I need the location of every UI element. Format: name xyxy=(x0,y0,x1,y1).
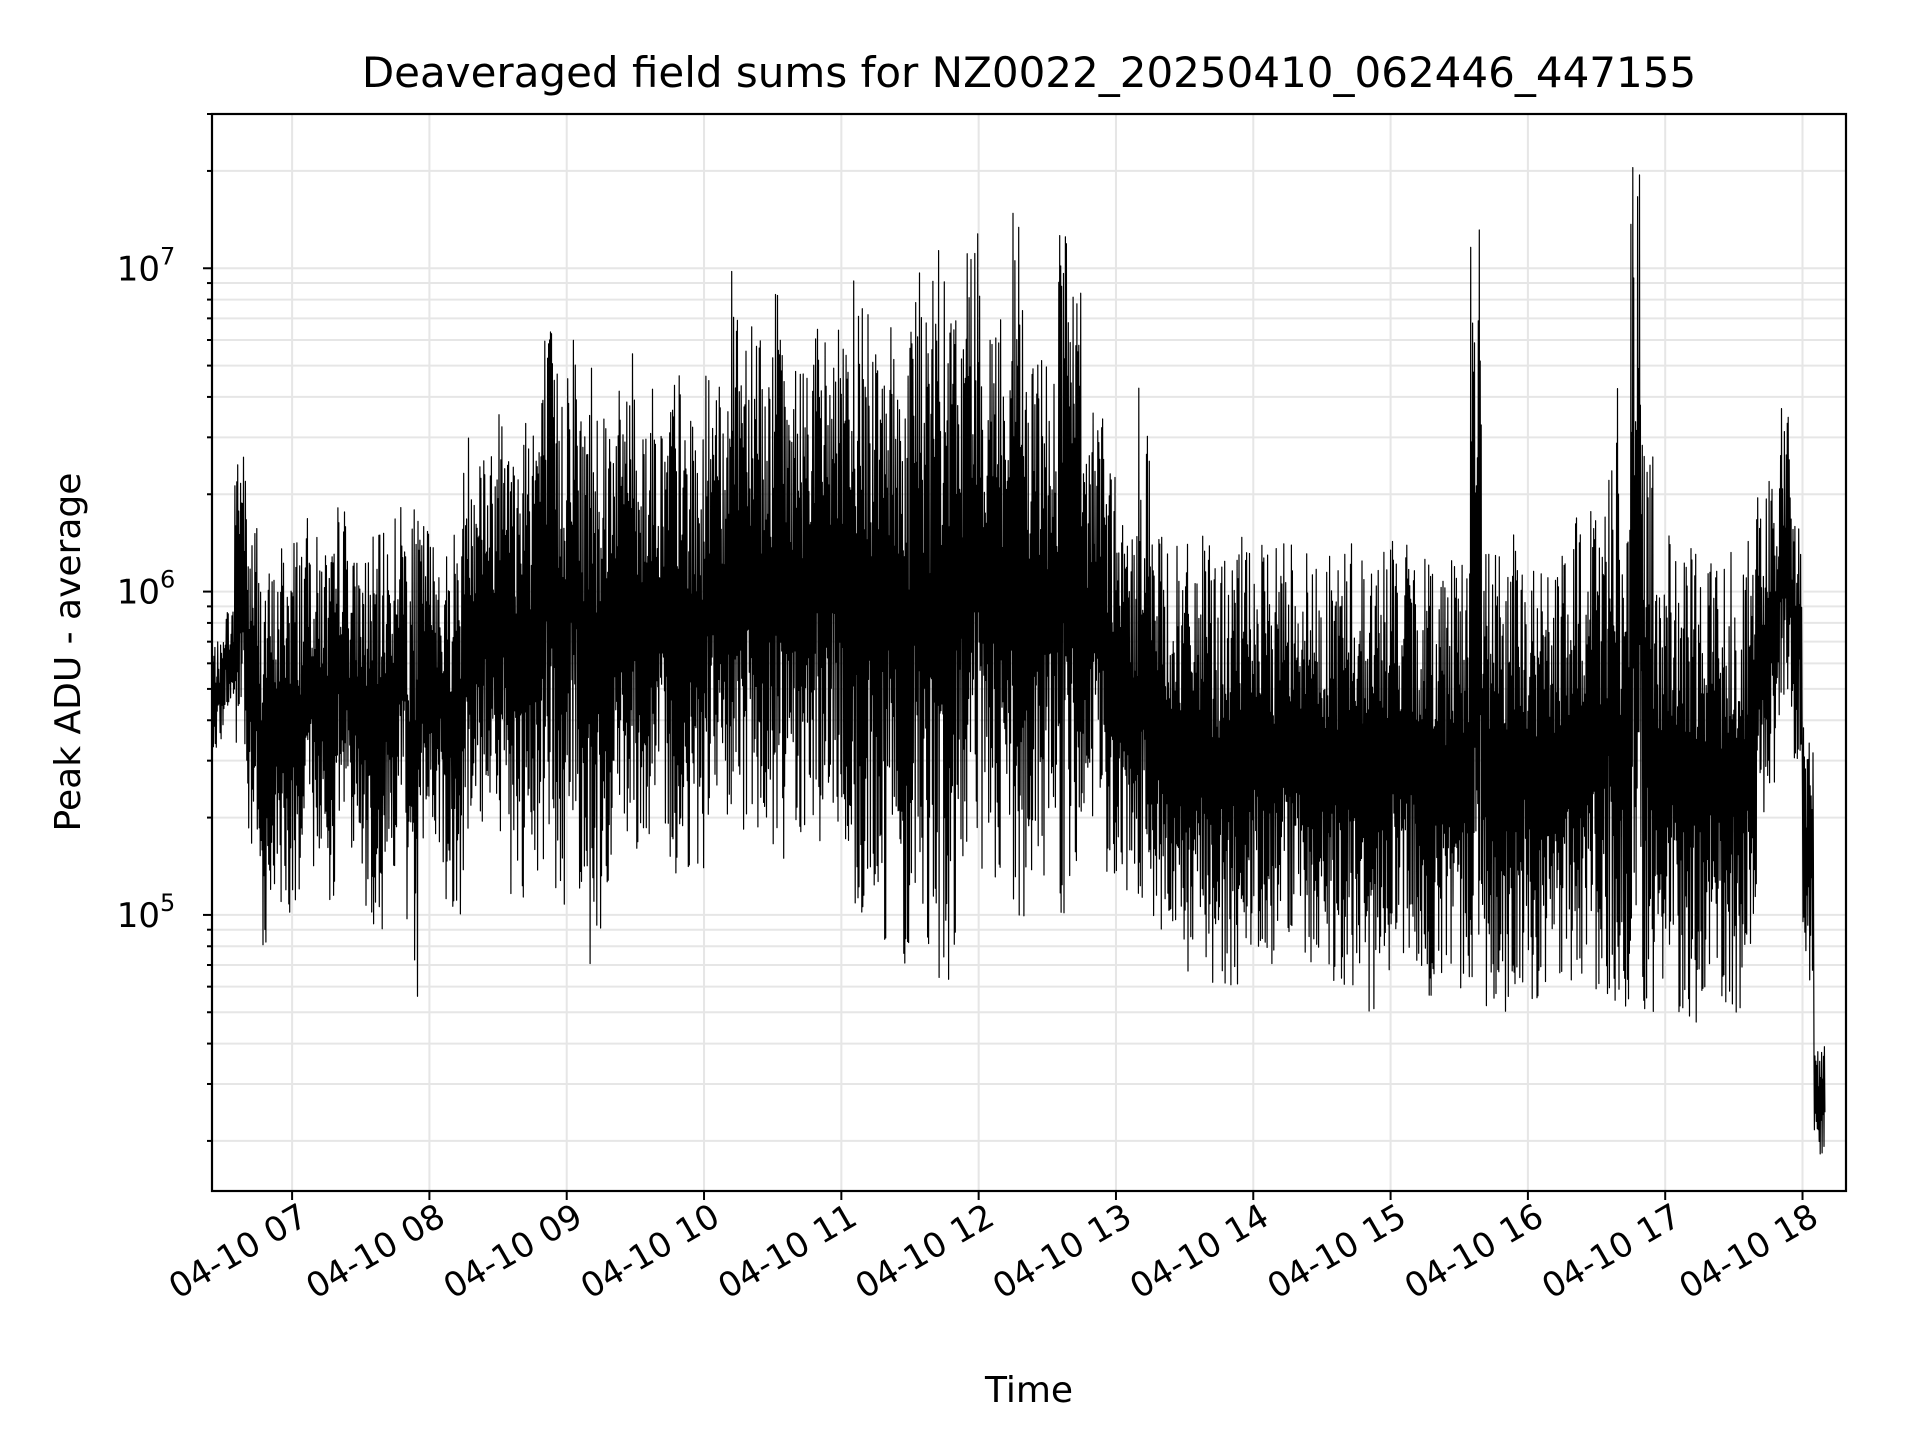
x-tick-label: 04-10 10 xyxy=(574,1196,726,1307)
x-tick-label: 04-10 12 xyxy=(849,1196,1001,1307)
x-tick-label: 04-10 14 xyxy=(1123,1196,1275,1307)
y-axis-label: Peak ADU - average xyxy=(48,473,89,832)
plot-frame xyxy=(210,112,1848,1193)
x-axis-label: Time xyxy=(984,1370,1073,1411)
x-tick-label: 04-10 17 xyxy=(1535,1196,1687,1307)
x-tick-label: 04-10 15 xyxy=(1261,1196,1413,1307)
chart-title: Deaveraged field sums for NZ0022_2025041… xyxy=(362,48,1696,97)
x-tick-label: 04-10 13 xyxy=(986,1196,1138,1307)
x-tick-label: 04-10 18 xyxy=(1673,1196,1825,1307)
x-tick-label: 04-10 09 xyxy=(437,1196,589,1307)
y-tick-label: 106 xyxy=(117,566,176,613)
y-tick-exp: 7 xyxy=(160,242,175,270)
y-tick-label: 107 xyxy=(117,242,176,289)
y-tick-exp: 6 xyxy=(160,566,175,594)
y-tick-label: 105 xyxy=(117,889,176,936)
x-tick-label: 04-10 11 xyxy=(711,1196,863,1307)
x-tick-label: 04-10 16 xyxy=(1398,1196,1550,1307)
x-tick-label: 04-10 07 xyxy=(162,1196,314,1307)
y-tick-base: 10 xyxy=(117,573,160,613)
y-tick-exp: 5 xyxy=(160,889,175,917)
series-line xyxy=(211,167,1826,1155)
y-tick-base: 10 xyxy=(117,896,160,936)
y-tick-base: 10 xyxy=(117,249,160,289)
x-tick-label: 04-10 08 xyxy=(300,1196,452,1307)
